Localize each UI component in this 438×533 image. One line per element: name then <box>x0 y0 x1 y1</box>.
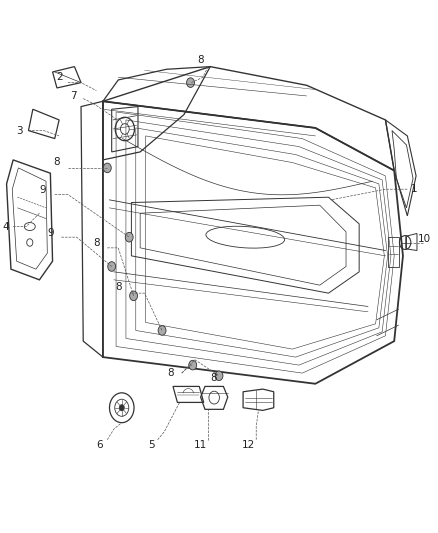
Text: 11: 11 <box>194 440 207 450</box>
Circle shape <box>125 232 133 242</box>
Circle shape <box>103 163 111 173</box>
Text: 9: 9 <box>47 228 54 238</box>
Text: 8: 8 <box>167 368 174 378</box>
Circle shape <box>189 360 197 370</box>
Text: 8: 8 <box>197 55 204 64</box>
Text: 5: 5 <box>148 440 155 450</box>
Text: 2: 2 <box>56 72 63 82</box>
Text: 8: 8 <box>115 282 122 292</box>
Text: 1: 1 <box>410 184 417 194</box>
Text: 12: 12 <box>242 440 255 450</box>
Circle shape <box>130 291 138 301</box>
Text: 10: 10 <box>417 234 431 244</box>
Text: 7: 7 <box>70 91 77 101</box>
Text: 3: 3 <box>16 126 23 135</box>
Text: 8: 8 <box>93 238 100 247</box>
Text: 6: 6 <box>96 440 103 450</box>
Circle shape <box>215 371 223 381</box>
Text: 8: 8 <box>53 157 60 167</box>
Circle shape <box>119 405 124 411</box>
Text: 9: 9 <box>39 185 46 195</box>
Circle shape <box>187 78 194 87</box>
Circle shape <box>108 262 116 271</box>
Circle shape <box>158 326 166 335</box>
Text: 8: 8 <box>210 374 217 383</box>
Text: 4: 4 <box>2 222 9 231</box>
